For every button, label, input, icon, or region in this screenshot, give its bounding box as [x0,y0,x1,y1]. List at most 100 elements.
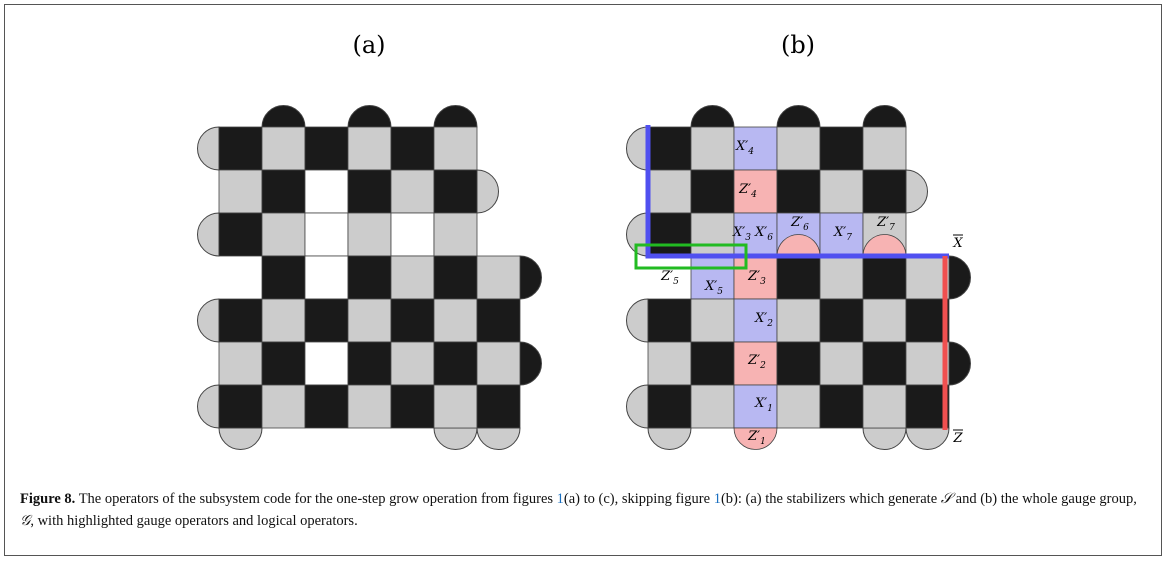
boundary-stabilizer [218,427,263,450]
boundary-stabilizer [476,169,499,214]
operator-index: 7 [846,233,852,243]
plaquette [819,384,864,429]
plaquette [476,298,521,343]
plaquette [390,341,435,386]
operator-index: 3 [760,277,766,287]
operator-name: Z′ [738,182,751,197]
plaquette [862,255,907,300]
plaquette [690,212,735,257]
gauge-operator [776,234,821,257]
operator-name: X′ [732,225,745,240]
plaquette [347,384,392,429]
plaquette [261,341,306,386]
operator-label: Z′7 [876,215,895,233]
plaquette [433,255,478,300]
boundary-stabilizer [347,105,392,128]
plaquette [347,341,392,386]
caption-text: The operators of the subsystem code for … [78,491,557,507]
plaquette [347,255,392,300]
plaquette [390,169,435,214]
boundary-stabilizer [433,105,478,128]
operator-label: X′6 [754,225,773,243]
plaquette [218,126,263,171]
plaquette [776,341,821,386]
boundary-stabilizer [905,169,928,214]
plaquette [647,169,692,214]
operator-label: Z′6 [790,215,809,233]
plaquette [647,212,692,257]
plaquette [733,298,778,343]
plaquette [261,384,306,429]
operator-label: X′2 [754,311,773,329]
caption: Figure 8. The operators of the subsystem… [20,488,1140,532]
boundary-stabilizer [948,341,971,386]
plaquette [690,126,735,171]
boundary-stabilizer [690,105,735,128]
operator-name: Z′ [747,353,760,368]
logical-label: Z [952,431,963,446]
plaquette [433,341,478,386]
boundary-stabilizer [776,105,821,128]
boundary-stabilizer [626,298,649,343]
caption-symbol: 𝒮 [940,491,953,507]
plaquette [733,126,778,171]
plaquette [304,341,349,386]
caption-label: Figure 8. [20,491,76,507]
operator-label: X′1 [754,396,773,414]
plaquette [776,298,821,343]
operator-name: Z′ [660,269,673,284]
boundary-stabilizer [862,105,907,128]
operator-label: Z′2 [747,353,766,371]
plaquette [261,255,306,300]
plaquette [776,126,821,171]
operator-index: 1 [760,437,766,447]
plaquette [690,298,735,343]
plaquette [347,126,392,171]
operator-label: Z′1 [747,429,766,447]
operator-label: X′7 [833,225,852,243]
plaquette [733,384,778,429]
plaquette [476,341,521,386]
operator-name: X′ [704,279,717,294]
plaquette [433,126,478,171]
caption-text: , with highlighted gauge operators and l… [30,513,358,529]
operator-index: 5 [717,287,723,297]
plaquette [218,384,263,429]
operator-label: X′3 [732,225,751,243]
boundary-stabilizer [197,384,220,429]
plaquette [862,169,907,214]
plaquette [433,212,478,257]
operator-name: X′ [754,311,767,326]
caption-symbol: 𝒢 [20,513,31,529]
plaquette [819,298,864,343]
plaquette [390,126,435,171]
panel-label: (a) [352,31,385,59]
plaquette [390,212,435,257]
logical-x [645,125,949,259]
plaquette [433,384,478,429]
plaquette [862,298,907,343]
boundary-stabilizer [519,255,542,300]
operator-index: 2 [766,319,773,329]
plaquette [819,212,864,257]
panel-label: (b) [781,31,815,59]
operator-label: Z′4 [738,182,757,200]
plaquette [261,126,306,171]
figure-ref[interactable]: 1 [556,491,564,507]
boundary-stabilizer [948,255,971,300]
plaquette [304,169,349,214]
operator-index: 5 [673,277,679,287]
plaquette [776,255,821,300]
plaquette [304,255,349,300]
boundary-stabilizer [905,427,950,450]
plaquette [690,384,735,429]
plaquette [733,212,778,257]
plaquette [690,169,735,214]
plaquette [433,298,478,343]
plaquette [862,341,907,386]
figure-ref[interactable]: 1 [713,491,721,507]
caption-text: and (b) the whole gauge group, [952,491,1137,507]
operator-index: 4 [750,190,757,200]
plaquette [733,341,778,386]
operator-name: X′ [833,225,846,240]
